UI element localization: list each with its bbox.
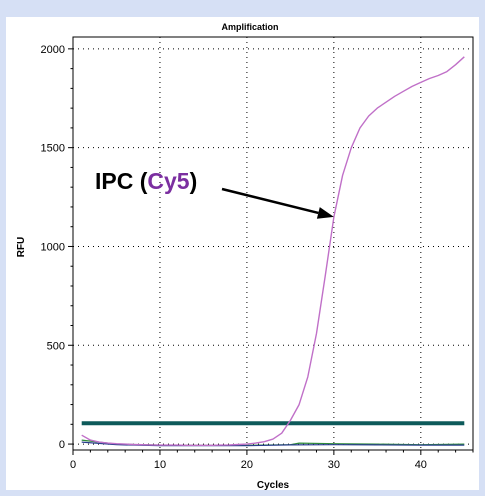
- tick-marks: [68, 48, 474, 455]
- annotation-suffix: ): [190, 168, 198, 194]
- y-tick-label: 1000: [41, 241, 65, 253]
- y-tick-label: 500: [47, 340, 65, 352]
- annotation-highlight: Cy5: [147, 168, 189, 194]
- y-axis-title: RFU: [16, 237, 27, 258]
- y-tick-label: 1500: [41, 143, 65, 155]
- annotation-arrowhead: [316, 207, 334, 219]
- x-tick-label: 0: [70, 459, 76, 471]
- plot-area-border: [72, 36, 474, 451]
- y-tick-label: 2000: [41, 44, 65, 56]
- y-tick-label: 0: [59, 439, 65, 451]
- chart-title: Amplification: [221, 22, 278, 32]
- x-tick-labels: 0 10 20 30 40: [70, 459, 427, 471]
- amplification-chart: Amplification 0 10 20 30 40 0 500 1000 1500 2000…: [16, 22, 474, 490]
- grid-lines: [73, 37, 473, 450]
- series-cy5-line: [81, 56, 465, 446]
- annotation-label: IPC (Cy5): [95, 168, 197, 194]
- x-tick-label: 10: [154, 459, 166, 471]
- series-layer: [81, 56, 465, 447]
- annotation-arrow-line: [221, 187, 319, 215]
- x-tick-label: 40: [415, 459, 427, 471]
- annotation-prefix: IPC (: [95, 168, 148, 194]
- x-tick-label: 30: [328, 459, 340, 471]
- amplification-chart-panel: Amplification 0 10 20 30 40 0 500 1000 1500 2000…: [6, 17, 479, 490]
- x-axis-title: Cycles: [257, 480, 290, 490]
- ipc-annotation: IPC (Cy5): [95, 168, 334, 219]
- x-tick-label: 20: [241, 459, 253, 471]
- y-tick-labels: 0 500 1000 1500 2000: [41, 44, 65, 451]
